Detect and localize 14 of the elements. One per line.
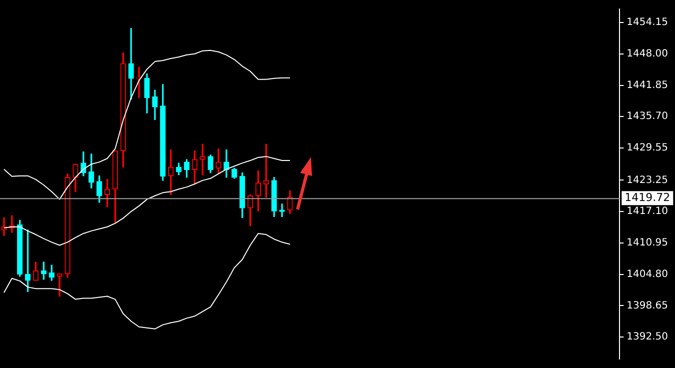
y-tick-label: 1435.70 [626, 111, 668, 122]
y-tick-label: 1417.10 [626, 206, 668, 218]
y-tick-label: 1429.55 [626, 142, 668, 154]
y-tick-label: 1392.50 [626, 332, 668, 343]
y-tick-label: 1398.65 [626, 300, 668, 312]
y-tick-label: 1404.80 [626, 268, 668, 280]
y-tick-label: 1454.15 [626, 17, 668, 28]
candlestick [128, 28, 134, 100]
y-tick-label: 1441.85 [626, 80, 668, 91]
y-tick-label: 1448.00 [626, 48, 668, 60]
ref-line-label: 1419.72 [624, 191, 670, 204]
candlestick [200, 144, 206, 176]
y-tick-label: 1423.25 [626, 174, 668, 186]
y-tick-label: 1410.95 [626, 238, 668, 249]
